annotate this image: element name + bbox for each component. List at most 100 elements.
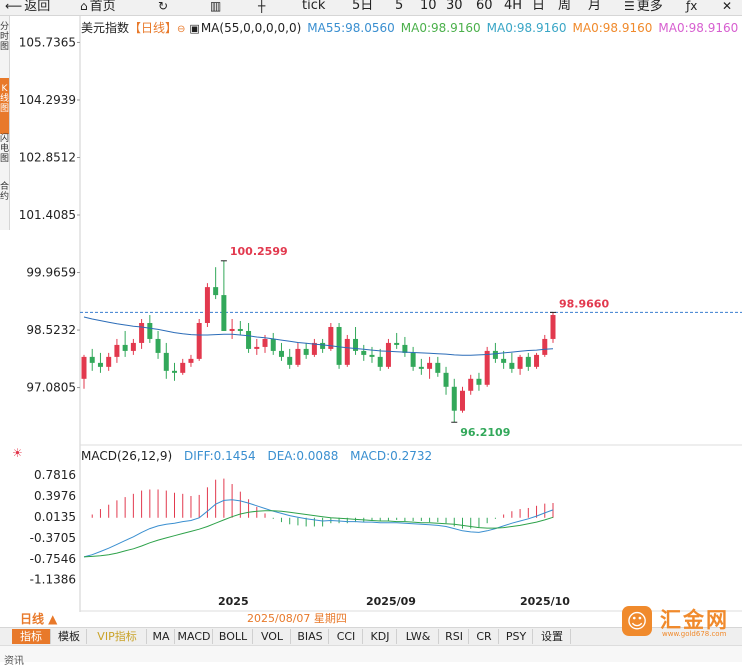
- period-周-button[interactable]: 周: [558, 0, 571, 15]
- indicator-settings-icon: ☀: [12, 446, 23, 460]
- candle-body: [270, 338, 276, 351]
- period-5日-button[interactable]: 5日: [352, 0, 373, 15]
- candle-body: [180, 362, 186, 373]
- home-icon: ⌂: [80, 0, 88, 13]
- candle-body: [122, 344, 128, 351]
- logo-url: www.gold678.com: [662, 630, 727, 638]
- logo-mark-icon: ☺: [622, 606, 652, 636]
- instrument-name: 美元指数: [81, 21, 130, 35]
- indicator-tab-cr[interactable]: CR: [470, 629, 499, 644]
- indicator-tab-vol[interactable]: VOL: [254, 629, 291, 644]
- period-label: 【日线】: [129, 21, 178, 35]
- ma-value-3: MA0:98.9160: [572, 21, 653, 35]
- ma-settings-icon[interactable]: ▣: [189, 22, 200, 35]
- main-legend: 美元指数【日线】⊖ ▣MA(55,0,0,0,0,0) MA55:98.0560 MA…: [81, 20, 742, 36]
- candle-body: [254, 346, 260, 349]
- price-tick-label: 102.8512: [19, 150, 76, 164]
- period-60-button[interactable]: 60: [476, 0, 493, 15]
- indicator-tab-ma[interactable]: MA: [148, 629, 175, 644]
- side-tab-0[interactable]: 分时图: [0, 22, 9, 52]
- x-tick-label: 2025: [218, 595, 249, 608]
- macd-diff-line: [83, 499, 554, 558]
- candle-body: [172, 370, 178, 373]
- toolbar-label: 更多: [636, 0, 663, 14]
- side-tab-2[interactable]: 闪电图: [0, 134, 9, 164]
- period-4H-button[interactable]: 4H: [504, 0, 522, 15]
- period-30-button[interactable]: 30: [446, 0, 463, 15]
- ma-value-2: MA0:98.9160: [486, 21, 567, 35]
- back-arrow-button[interactable]: ⟵ 返回: [5, 0, 50, 15]
- gold678-logo: ☺ 汇金网 www.gold678.com: [620, 604, 740, 642]
- indicator-tab-macd[interactable]: MACD: [176, 629, 213, 644]
- price-tick-label: 98.5232: [26, 323, 76, 337]
- candle-body: [517, 356, 523, 369]
- candle-body: [534, 354, 540, 367]
- candle-body: [213, 287, 219, 296]
- ma-value-0: MA55:98.0560: [307, 21, 395, 35]
- kline-chart[interactable]: 105.7365 104.2939 102.8512 101.4085 99.9659 9…: [0, 16, 742, 612]
- indicator-tab-设置[interactable]: 设置: [534, 629, 571, 644]
- home-button[interactable]: ⌂ 首页: [80, 0, 116, 15]
- candle-body: [451, 386, 457, 411]
- period-5-button[interactable]: 5: [395, 0, 403, 15]
- chart-type-tabs: 分时图 K线图 闪电图合约: [0, 16, 10, 230]
- candle-body: [328, 326, 334, 349]
- candle-body: [476, 378, 482, 385]
- indicator-tab-lw&[interactable]: LW&: [398, 629, 439, 644]
- indicator-tab-模板[interactable]: 模板: [52, 629, 87, 644]
- toolbar-label: 10: [420, 0, 437, 13]
- menu-icon: ☰: [624, 0, 635, 13]
- price-annotation: 98.9660: [559, 297, 609, 310]
- candle-body: [303, 348, 309, 355]
- price-tick-label: 97.0805: [26, 381, 76, 395]
- price-tick-label: 105.7365: [19, 35, 76, 49]
- candle-body: [221, 295, 227, 331]
- indicator-tab-cci[interactable]: CCI: [330, 629, 363, 644]
- candle-body: [163, 352, 169, 371]
- candle-body: [542, 338, 548, 355]
- period-日-button[interactable]: 日: [532, 0, 545, 15]
- macd-legend: MACD(26,12,9) DIFF:0.1454 DEA:0.0088 MAC…: [81, 448, 440, 464]
- candle-body: [139, 322, 145, 343]
- function-button[interactable]: ƒx: [686, 0, 699, 15]
- close-button[interactable]: ✕: [722, 0, 734, 15]
- candle-body: [492, 350, 498, 359]
- side-tab-1[interactable]: K线图: [0, 78, 9, 134]
- macd-tick-label: 0.0135: [34, 510, 76, 524]
- indicator-tab-psy[interactable]: PSY: [500, 629, 533, 644]
- settings-icon[interactable]: ⊖: [177, 24, 186, 35]
- indicator-tab-rsi[interactable]: RSI: [440, 629, 469, 644]
- side-tab-3[interactable]: 合约: [0, 182, 9, 202]
- function-icon: ƒx: [686, 0, 698, 13]
- bar-chart-button[interactable]: ▥: [210, 0, 223, 15]
- ma-values: MA55:98.0560 MA0:98.9160 MA0:98.9160 MA0:98…: [307, 21, 742, 35]
- candlestick-button[interactable]: ┼: [258, 0, 267, 15]
- macd-title: MACD(26,12,9): [81, 449, 173, 463]
- indicator-tab-vip指标[interactable]: VIP指标: [88, 629, 147, 644]
- menu-button[interactable]: ☰ 更多: [624, 0, 663, 15]
- candle-body: [353, 338, 359, 351]
- status-bar: 资讯: [0, 645, 742, 667]
- indicator-tab-指标[interactable]: 指标: [12, 629, 51, 644]
- period-selector[interactable]: 日线 ▲: [20, 611, 78, 627]
- candle-body: [361, 350, 367, 355]
- candle-body: [229, 328, 235, 331]
- period-10-button[interactable]: 10: [420, 0, 437, 15]
- period-tick-button[interactable]: tick: [302, 0, 325, 15]
- period-月-button[interactable]: 月: [588, 0, 601, 15]
- toolbar-label: 周: [558, 0, 572, 13]
- candle-body: [410, 352, 416, 367]
- candle-body: [418, 366, 424, 369]
- indicator-bar: 指标 模板 VIP指标 MA MACD BOLL VOL BIAS CCI KDJ LW& RSI CR…: [0, 627, 742, 645]
- refresh-button[interactable]: ↻: [158, 0, 170, 15]
- candle-body: [344, 338, 350, 365]
- indicator-tab-kdj[interactable]: KDJ: [364, 629, 397, 644]
- macd-tick-label: 0.3976: [34, 489, 76, 503]
- candle-body: [468, 378, 474, 391]
- indicator-tab-bias[interactable]: BIAS: [292, 629, 329, 644]
- toolbar-label: 返回: [24, 0, 51, 14]
- candle-body: [89, 356, 95, 363]
- indicator-tab-boll[interactable]: BOLL: [214, 629, 253, 644]
- bar-chart-icon: ▥: [210, 0, 222, 13]
- macd-diff-value: DIFF:0.1454: [183, 449, 256, 463]
